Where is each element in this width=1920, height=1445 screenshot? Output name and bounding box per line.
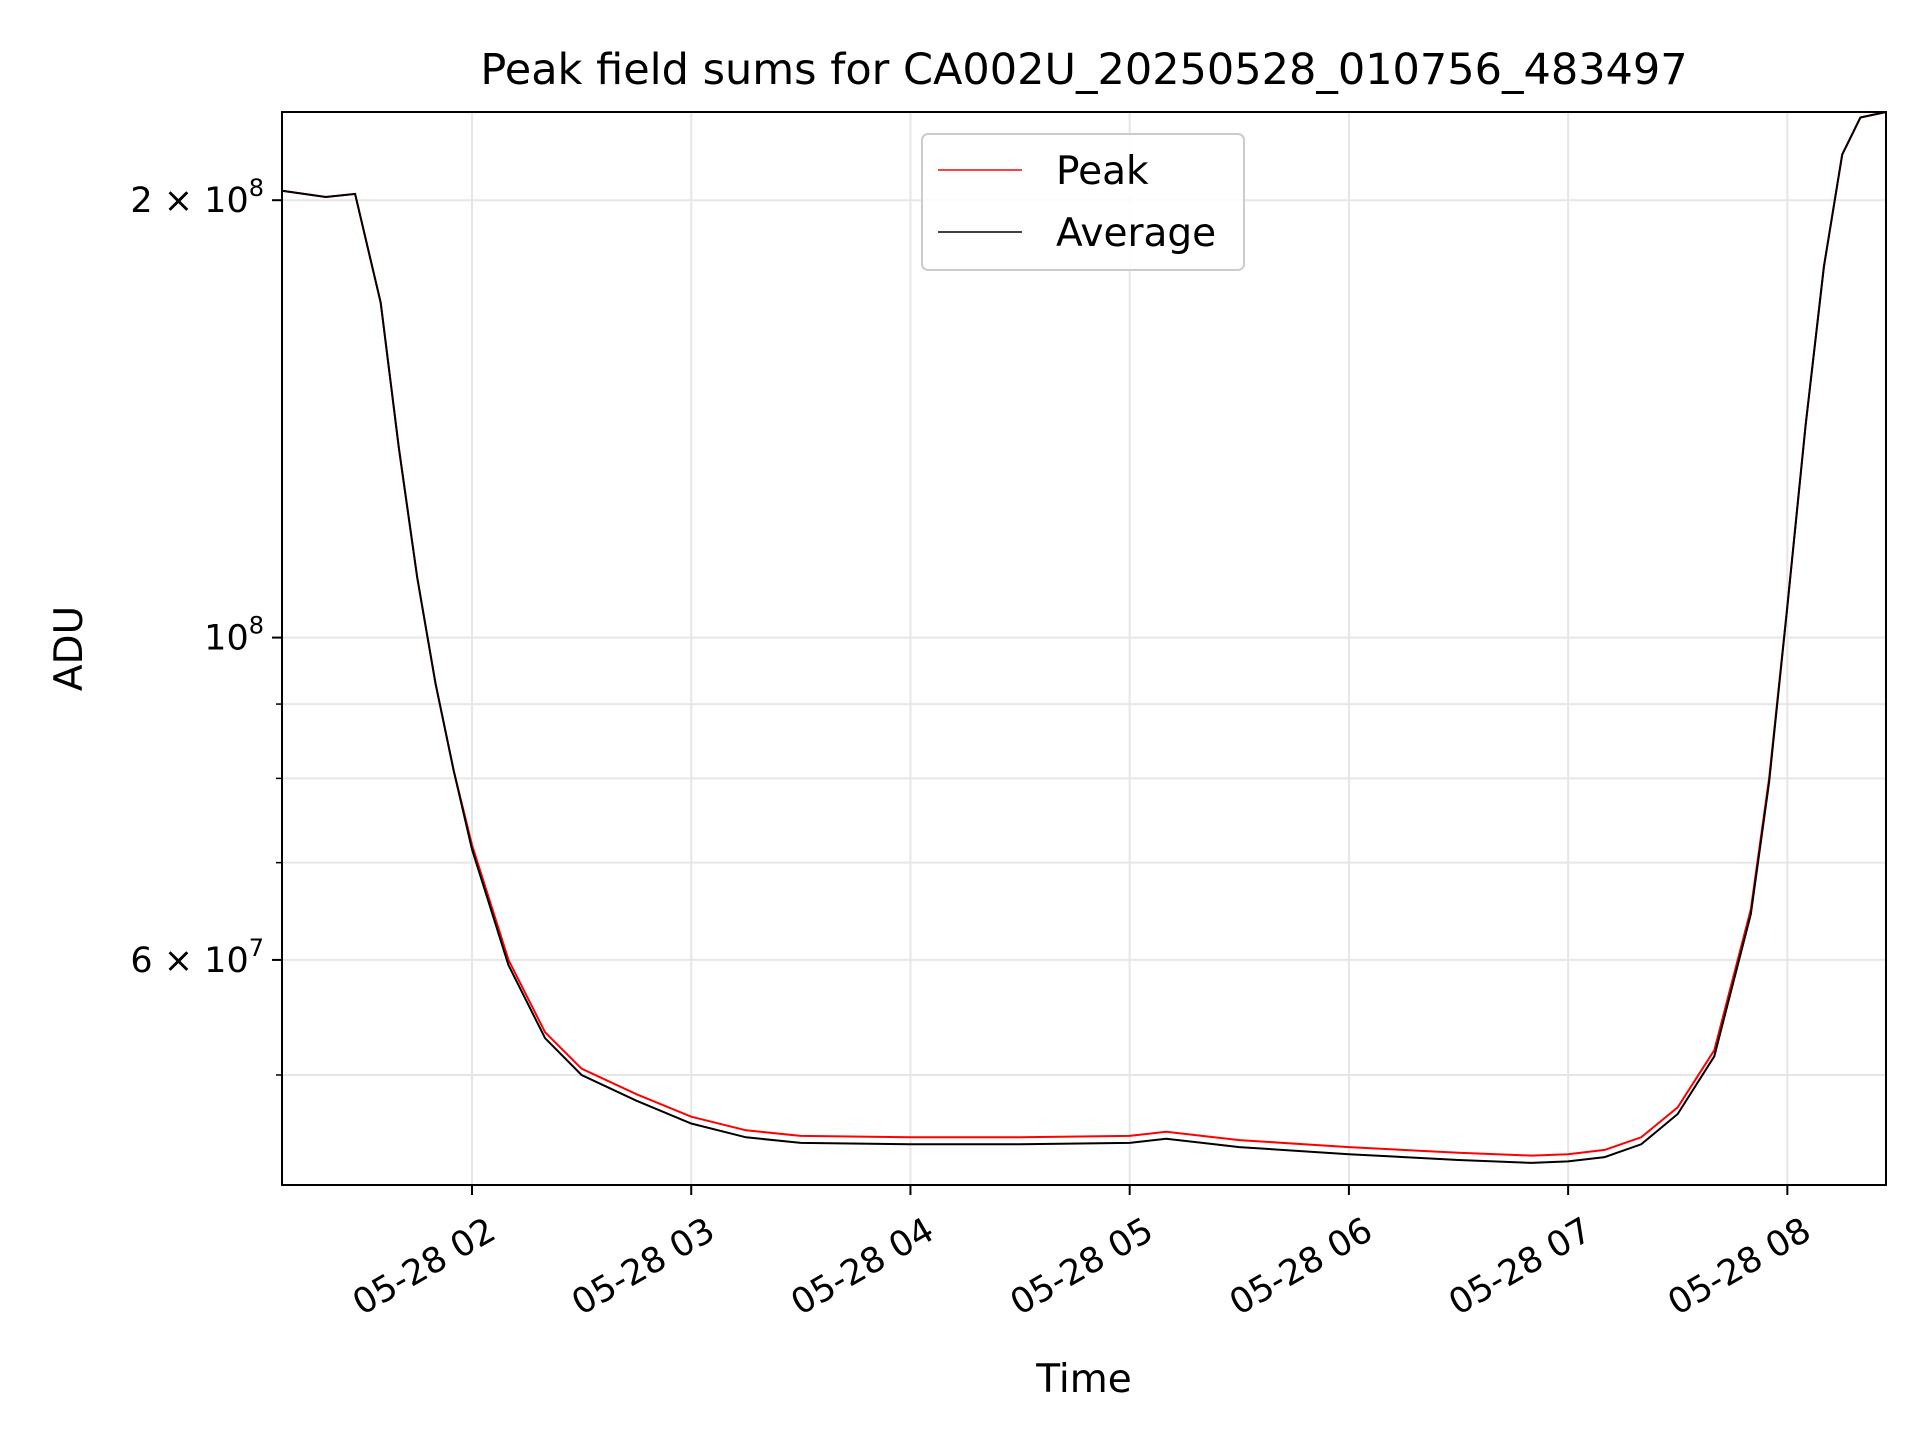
y-tick-label: 6 × 107 — [130, 934, 264, 981]
series-line-average — [281, 111, 1887, 1164]
x-axis-label: Time — [1035, 1357, 1131, 1402]
y-tick-label: 108 — [204, 612, 264, 659]
chart-title: Peak field sums for CA002U_20250528_0107… — [480, 45, 1687, 95]
legend: Peak Average — [921, 133, 1245, 271]
legend-box — [921, 133, 1245, 271]
legend-label-average: Average — [1056, 211, 1216, 256]
legend-label-peak: Peak — [1056, 149, 1149, 194]
grid-layer — [282, 112, 1886, 1185]
plot-frame — [281, 111, 1887, 1186]
series-layer — [281, 111, 1887, 1164]
y-tick-label: 2 × 108 — [130, 174, 264, 221]
y-axis-label: ADU — [47, 606, 92, 691]
